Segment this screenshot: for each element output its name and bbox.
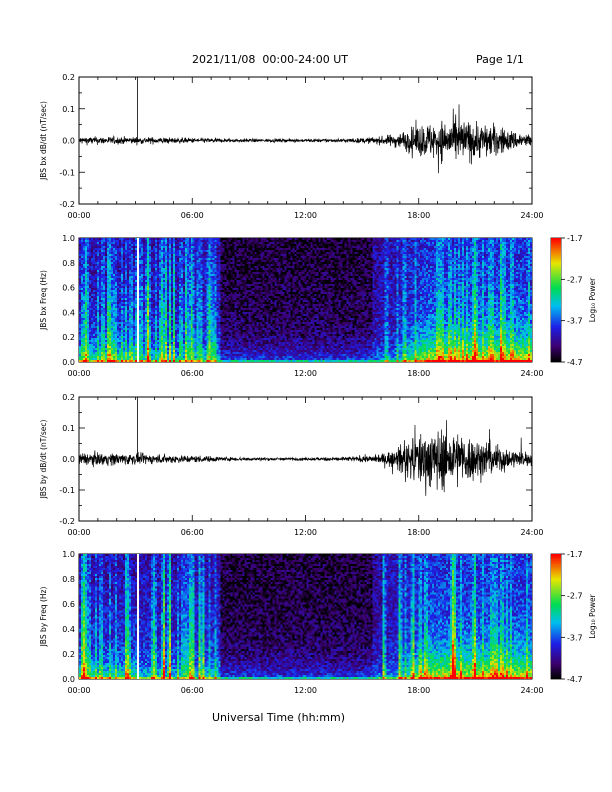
series-line: [78, 104, 533, 174]
x-tick-label: 24:00: [520, 528, 543, 537]
y-tick-label: 0.4: [62, 308, 75, 317]
x-tick-label: 00:00: [67, 369, 90, 378]
colorbar-tick-label: -4.7: [567, 358, 583, 367]
x-tick-label: 00:00: [67, 211, 90, 220]
y-axis-title: JBS by dB/dt (nT/sec): [39, 420, 48, 500]
colorbar-tick-label: -1.7: [567, 550, 583, 559]
y-tick-label: -0.1: [59, 168, 75, 177]
x-tick-label: 18:00: [407, 369, 430, 378]
header-page-number: Page 1/1: [476, 53, 524, 66]
colorbar: [551, 238, 561, 362]
y-tick-label: -0.2: [59, 200, 75, 209]
x-tick-label: 06:00: [181, 211, 204, 220]
colorbar-tick-label: -1.7: [567, 234, 583, 243]
y-tick-label: 0.8: [62, 575, 75, 584]
y-tick-label: 0.2: [62, 650, 75, 659]
x-tick-label: 24:00: [520, 211, 543, 220]
colorbar-tick-label: -3.7: [567, 633, 583, 642]
colorbar-title: Log₁₀ Power: [588, 277, 597, 322]
y-axis-title: JBS bx Freq (Hz): [39, 270, 48, 331]
x-tick-label: 24:00: [520, 686, 543, 695]
colorbar-tick-label: -4.7: [567, 675, 583, 684]
y-tick-label: 0.4: [62, 625, 75, 634]
y-tick-label: 0.1: [62, 105, 75, 114]
y-tick-label: 0.8: [62, 259, 75, 268]
colorbar-tick-label: -2.7: [567, 592, 583, 601]
y-tick-label: 0.2: [62, 393, 75, 402]
panel-1: 00:00 06:00 12:00 18:00 24:00 0.2 0.1 0.0 -0.1 -0…: [39, 73, 544, 220]
y-axis-title: JBS bx dB/dt (nT/sec): [39, 101, 48, 181]
x-tick-label: 00:00: [67, 528, 90, 537]
colorbar: [551, 554, 561, 679]
x-tick-label: 06:00: [181, 528, 204, 537]
x-tick-label: 12:00: [294, 369, 317, 378]
y-axis-title: JBS by Freq (Hz): [39, 587, 48, 648]
y-tick-label: 0.0: [62, 137, 75, 146]
header-date-range: 2021/11/08 00:00-24:00 UT: [192, 53, 349, 66]
panel-3: 00:00 06:00 12:00 18:00 24:00 0.2 0.1 0.0 -0.1 -0…: [39, 393, 544, 537]
x-tick-label: 00:00: [67, 686, 90, 695]
x-tick-label: 18:00: [407, 686, 430, 695]
y-tick-label: 0.0: [62, 358, 75, 367]
y-tick-label: 0.6: [62, 284, 75, 293]
colorbar-tick-label: -2.7: [567, 275, 583, 284]
y-tick-label: -0.1: [59, 486, 75, 495]
y-tick-label: 0.0: [62, 455, 75, 464]
y-tick-label: 0.0: [62, 675, 75, 684]
spectrogram-image: [79, 554, 532, 679]
colorbar-title: Log₁₀ Power: [588, 593, 597, 638]
x-tick-label: 18:00: [407, 211, 430, 220]
x-tick-label: 12:00: [294, 686, 317, 695]
colorbar-tick-label: -3.7: [567, 317, 583, 326]
y-tick-label: 0.6: [62, 600, 75, 609]
y-tick-label: 1.0: [62, 550, 75, 559]
y-tick-label: 0.2: [62, 73, 75, 82]
x-tick-label: 06:00: [181, 686, 204, 695]
y-tick-label: 0.2: [62, 333, 75, 342]
spectrogram-image: [79, 238, 532, 362]
y-tick-label: -0.2: [59, 517, 75, 526]
x-axis-title: Universal Time (hh:mm): [212, 711, 345, 724]
x-tick-label: 12:00: [294, 211, 317, 220]
x-tick-label: 06:00: [181, 369, 204, 378]
y-tick-label: 0.1: [62, 424, 75, 433]
x-tick-label: 24:00: [520, 369, 543, 378]
x-tick-label: 18:00: [407, 528, 430, 537]
x-tick-label: 12:00: [294, 528, 317, 537]
series-line: [78, 420, 533, 496]
y-tick-label: 1.0: [62, 234, 75, 243]
